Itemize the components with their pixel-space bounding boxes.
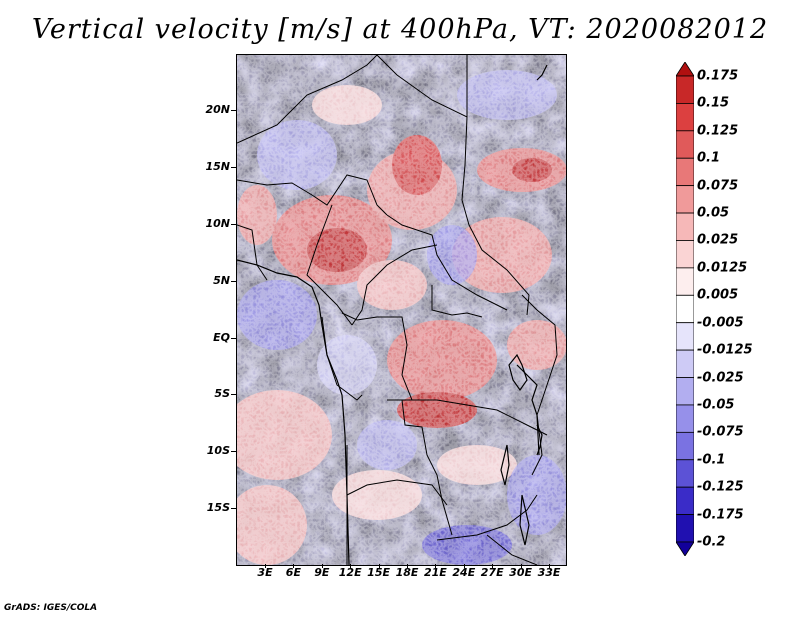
colorbar xyxy=(676,62,694,556)
colorbar-bin-17 xyxy=(676,514,694,543)
lon-label-27e: 27E xyxy=(480,566,504,579)
lon-label-6e: 6E xyxy=(285,566,301,579)
colorbar-level-label: -0.0125 xyxy=(697,342,753,358)
lat-label-10s: 10S xyxy=(206,444,230,457)
lat-tick xyxy=(231,394,236,395)
lat-tick xyxy=(231,281,236,282)
colorbar-level-label: -0.075 xyxy=(697,424,744,440)
lon-label-12e: 12E xyxy=(338,566,362,579)
colorbar-level-label: 0.025 xyxy=(697,232,739,248)
lon-tick xyxy=(492,564,494,568)
lon-tick xyxy=(463,564,465,568)
chart-title: Vertical velocity [m/s] at 400hPa, VT: 2… xyxy=(31,14,769,45)
lat-tick xyxy=(231,224,236,225)
vertical-velocity-field xyxy=(237,55,566,565)
colorbar-bin-18 xyxy=(676,541,694,556)
lat-label-20n: 20N xyxy=(205,103,230,116)
colorbar-level-label: 0.075 xyxy=(697,178,739,194)
lat-tick xyxy=(231,110,236,111)
lon-tick xyxy=(350,564,352,568)
colorbar-bin-13 xyxy=(676,404,694,433)
colorbar-bin-14 xyxy=(676,431,694,461)
colorbar-level-label: 0.1 xyxy=(697,150,721,166)
colorbar-bin-3 xyxy=(676,130,694,159)
lon-tick xyxy=(549,564,550,568)
lon-label-18e: 18E xyxy=(395,566,419,579)
colorbar-bin-12 xyxy=(676,377,694,406)
lakes xyxy=(500,353,530,546)
grads-credit: GrADS: IGES/COLA xyxy=(4,603,98,613)
colorbar-level-label: -0.175 xyxy=(697,507,744,523)
colorbar-level-label: -0.1 xyxy=(697,452,726,468)
lat-label-5s: 5S xyxy=(214,387,230,400)
colorbar-bin-16 xyxy=(676,486,694,515)
lon-label-3e: 3E xyxy=(257,566,273,579)
colorbar-level-label: 0.05 xyxy=(697,205,730,221)
colorbar-bin-15 xyxy=(676,459,694,488)
colorbar-level-label: 0.005 xyxy=(697,287,739,303)
lat-tick xyxy=(231,508,236,509)
lon-label-33e: 33E xyxy=(537,566,561,579)
colorbar-level-label: -0.125 xyxy=(697,479,744,495)
colorbar-level-label: -0.025 xyxy=(697,370,744,386)
colorbar-level-label: 0.175 xyxy=(697,68,739,84)
lat-label-5n: 5N xyxy=(213,274,230,287)
lat-label-15s: 15S xyxy=(206,501,230,514)
lat-tick xyxy=(231,338,236,339)
lat-label-10n: 10N xyxy=(205,217,230,230)
colorbar-bin-0 xyxy=(676,62,694,77)
colorbar-level-label: -0.05 xyxy=(697,397,735,413)
lon-label-9e: 9E xyxy=(314,566,330,579)
lat-label-15n: 15N xyxy=(205,160,230,173)
lat-label-eq: EQ xyxy=(213,331,230,344)
colorbar-bin-1 xyxy=(676,75,694,104)
colorbar-level-label: 0.125 xyxy=(697,123,739,139)
lon-label-24e: 24E xyxy=(452,566,476,579)
colorbar-bin-4 xyxy=(676,157,694,187)
lon-tick xyxy=(435,564,437,568)
lon-tick xyxy=(321,564,323,568)
lon-tick xyxy=(378,564,380,568)
colorbar-bin-10 xyxy=(676,322,694,351)
colorbar-bin-11 xyxy=(676,349,694,378)
colorbar-level-label: -0.2 xyxy=(697,534,726,550)
colorbar-bin-7 xyxy=(676,240,694,269)
colorbar-level-label: 0.0125 xyxy=(697,260,748,276)
lon-tick xyxy=(407,564,408,568)
lon-label-15e: 15E xyxy=(367,566,391,579)
lon-tick xyxy=(520,564,522,568)
colorbar-bin-9 xyxy=(676,294,694,324)
colorbar-bin-8 xyxy=(676,267,694,296)
colorbar-bin-5 xyxy=(676,185,694,214)
lon-label-30e: 30E xyxy=(509,566,533,579)
colorbar-level-label: 0.15 xyxy=(697,95,730,111)
lon-tick xyxy=(265,564,266,568)
lat-tick xyxy=(231,451,236,452)
colorbar-bin-2 xyxy=(676,103,694,132)
lat-tick xyxy=(231,167,236,168)
colorbar-level-label: -0.005 xyxy=(697,315,744,331)
lon-label-21e: 21E xyxy=(423,566,447,579)
lon-tick xyxy=(293,564,295,568)
map-panel xyxy=(236,54,567,566)
colorbar-bin-6 xyxy=(676,212,694,241)
